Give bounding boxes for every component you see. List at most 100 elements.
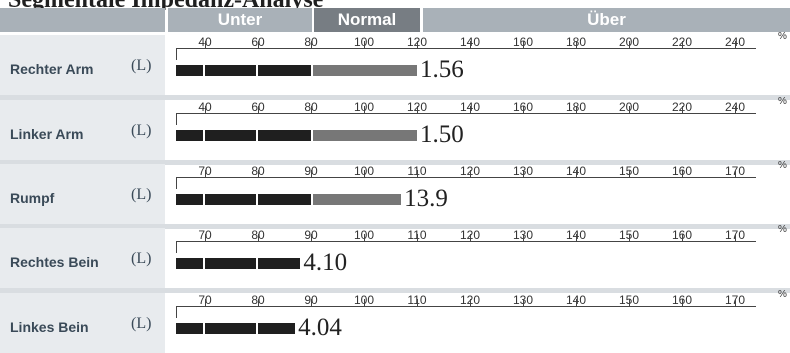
row-divider xyxy=(0,95,790,100)
segment-name: Rumpf xyxy=(10,190,55,206)
bar-under-segment xyxy=(176,65,311,76)
segment-scale: 708090100110120130140150160170%4.04 xyxy=(0,289,790,353)
scale-tick-mark xyxy=(470,299,471,307)
scale-axis-start xyxy=(176,177,177,189)
bar-under-segment xyxy=(176,258,301,269)
segment-name: Rechtes Bein xyxy=(10,254,99,270)
segment-name: Linkes Bein xyxy=(10,319,89,335)
bar-separator xyxy=(256,194,258,205)
scale-tick-mark xyxy=(576,299,577,307)
scale-axis-line xyxy=(176,306,756,307)
scale-tick-mark xyxy=(417,234,418,242)
scale-tick-mark xyxy=(682,106,683,114)
scale-tick-mark xyxy=(364,299,365,307)
scale-tick-mark xyxy=(311,234,312,242)
bar-separator xyxy=(203,194,205,205)
scale-tick-mark xyxy=(576,234,577,242)
scale-tick-mark xyxy=(735,41,736,49)
bar-separator xyxy=(203,258,205,269)
percent-symbol: % xyxy=(778,31,787,42)
scale-tick-mark xyxy=(629,234,630,242)
scale-tick-mark xyxy=(311,299,312,307)
bar-under-segment xyxy=(176,323,296,334)
scale-tick-mark xyxy=(364,170,365,178)
scale-axis-start xyxy=(176,113,177,125)
range-header: Unter Normal Über xyxy=(0,8,790,32)
segment-value: 1.56 xyxy=(420,56,464,83)
page-title: Segmentale Impedanz-Analyse xyxy=(8,0,323,10)
scale-tick-mark xyxy=(311,41,312,49)
scale-tick-mark xyxy=(735,106,736,114)
scale-tick-mark xyxy=(417,41,418,49)
page-title-strip: Segmentale Impedanz-Analyse xyxy=(0,0,790,10)
scale-tick-mark xyxy=(258,106,259,114)
scale-tick-mark xyxy=(682,234,683,242)
scale-tick-mark xyxy=(205,41,206,49)
scale-tick-mark xyxy=(205,106,206,114)
row-divider xyxy=(0,224,790,229)
scale-axis-line xyxy=(176,177,756,178)
scale-axis-start xyxy=(176,48,177,60)
header-normal: Normal xyxy=(314,8,420,32)
scale-tick-mark xyxy=(629,299,630,307)
bar-separator xyxy=(256,323,258,334)
scale-tick-mark xyxy=(735,299,736,307)
scale-tick-mark xyxy=(311,170,312,178)
segment-label-cell: Linker Arm (L) xyxy=(0,100,165,160)
scale-tick-mark xyxy=(629,106,630,114)
segment-scale: 708090100110120130140150160170%4.10 xyxy=(0,224,790,288)
bar-under-segment xyxy=(176,130,311,141)
scale-tick-mark xyxy=(417,106,418,114)
segment-value: 4.10 xyxy=(303,249,348,276)
bar-normal-segment xyxy=(313,130,417,141)
header-over: Über xyxy=(423,8,790,32)
header-blank-cell xyxy=(0,8,165,32)
segment-scale: 406080100120140160180200220240%1.50 xyxy=(0,96,790,160)
scale-tick-mark xyxy=(523,106,524,114)
row-divider xyxy=(0,160,790,165)
scale-tick-mark xyxy=(523,299,524,307)
scale-tick-mark xyxy=(470,234,471,242)
scale-tick-mark xyxy=(629,41,630,49)
segment-unit: (L) xyxy=(131,315,152,332)
scale-axis-start xyxy=(176,306,177,318)
segment-unit: (L) xyxy=(131,122,152,139)
scale-tick-mark xyxy=(417,170,418,178)
scale-tick-mark xyxy=(311,106,312,114)
scale-tick-mark xyxy=(576,41,577,49)
scale-axis-line xyxy=(176,241,756,242)
scale-tick-mark xyxy=(258,234,259,242)
bar-separator xyxy=(256,65,258,76)
scale-tick-mark xyxy=(364,234,365,242)
scale-tick-mark xyxy=(470,41,471,49)
segment-value: 4.04 xyxy=(298,314,342,341)
bar-normal-segment xyxy=(313,194,402,205)
percent-symbol: % xyxy=(778,224,787,235)
scale-tick-mark xyxy=(576,106,577,114)
segment-name: Linker Arm xyxy=(10,126,84,142)
scale-tick-mark xyxy=(205,170,206,178)
bar-under-segment xyxy=(176,194,311,205)
scale-tick-mark xyxy=(523,41,524,49)
percent-symbol: % xyxy=(778,96,787,107)
bar-separator xyxy=(203,65,205,76)
segment-scale: 708090100110120130140150160170%13.9 xyxy=(0,160,790,224)
scale-tick-mark xyxy=(470,106,471,114)
segment-label-cell: Rechter Arm (L) xyxy=(0,35,165,95)
scale-tick-mark xyxy=(682,170,683,178)
scale-tick-mark xyxy=(364,41,365,49)
segment-label-cell: Rechtes Bein (L) xyxy=(0,228,165,288)
scale-tick-mark xyxy=(523,170,524,178)
scale-tick-mark xyxy=(258,41,259,49)
scale-tick-mark xyxy=(258,170,259,178)
bar-normal-segment xyxy=(313,65,417,76)
segment-label-cell: Rumpf (L) xyxy=(0,164,165,224)
bar-separator xyxy=(256,258,258,269)
scale-tick-mark xyxy=(523,234,524,242)
scale-tick-mark xyxy=(682,299,683,307)
segment-name: Rechter Arm xyxy=(10,61,94,77)
bar-separator xyxy=(203,130,205,141)
segment-value: 1.50 xyxy=(420,121,464,148)
scale-tick-mark xyxy=(629,170,630,178)
scale-tick-mark xyxy=(735,170,736,178)
